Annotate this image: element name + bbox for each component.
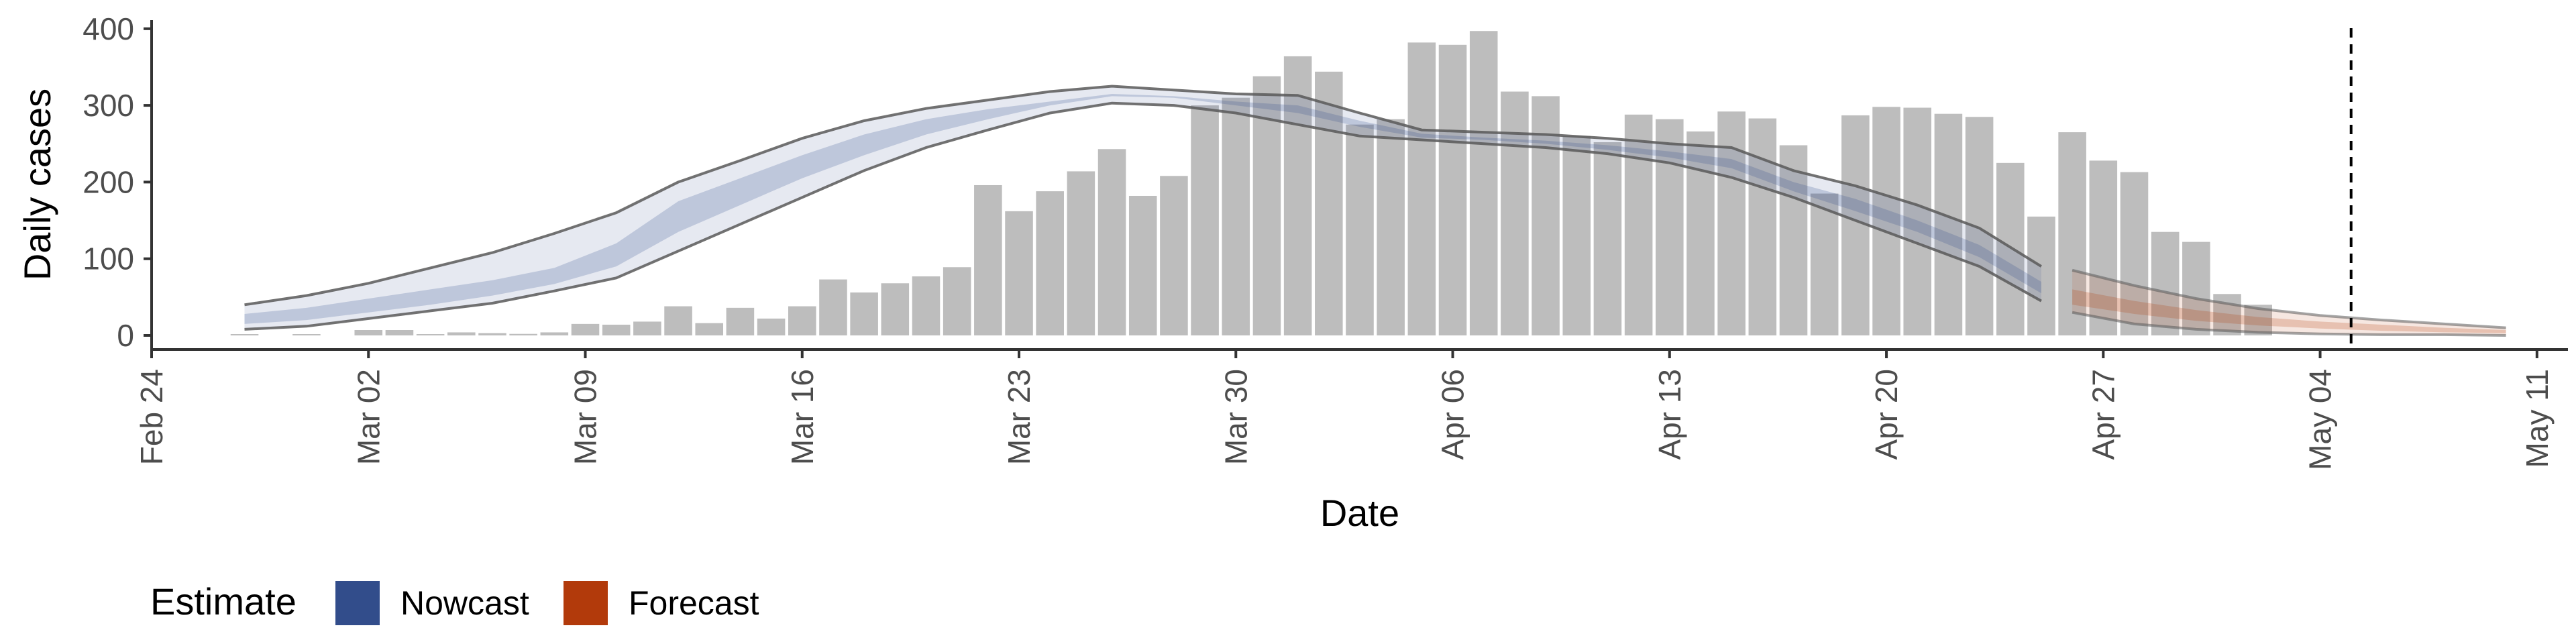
x-tick-label-feb-24: Feb 24 <box>134 369 169 465</box>
x-tick-label-apr-13: Apr 13 <box>1652 369 1687 460</box>
bar-2020-04-24 <box>1996 162 2025 335</box>
bar-2020-03-26 <box>1097 149 1126 335</box>
y-tick-label-300: 300 <box>83 88 134 123</box>
bar-2020-04-15 <box>1717 111 1746 335</box>
x-axis-title: Date <box>1320 492 1399 534</box>
bar-2020-03-05 <box>447 332 476 335</box>
bar-2020-04-12 <box>1624 114 1653 336</box>
band-90-nowcast <box>244 86 2041 329</box>
bar-2020-03-20 <box>912 276 941 335</box>
legend-swatch-nowcast <box>335 581 380 625</box>
band-lower-line-nowcast <box>244 101 2042 331</box>
bar-2020-04-22 <box>1934 113 1963 335</box>
x-tick-label-mar-02: Mar 02 <box>351 369 386 465</box>
bar-2020-04-29 <box>2151 231 2180 335</box>
legend-label-forecast: Forecast <box>629 584 759 622</box>
bar-2020-03-25 <box>1067 171 1095 335</box>
bar-2020-04-19 <box>1841 115 1870 336</box>
bar-2020-03-09 <box>571 323 600 335</box>
band-upper-line-forecast <box>2072 268 2506 329</box>
bar-2020-03-03 <box>385 329 414 335</box>
band-50-forecast <box>2072 289 2506 333</box>
bar-2020-03-19 <box>881 283 910 335</box>
bar-2020-03-22 <box>974 184 1002 335</box>
bar-2020-04-23 <box>1965 117 1994 335</box>
bar-2020-04-02 <box>1315 71 1343 336</box>
bar-2020-03-12 <box>664 306 692 335</box>
bar-2020-04-26 <box>2058 132 2086 336</box>
bar-2020-04-07 <box>1469 31 1498 335</box>
bar-2020-04-21 <box>1903 107 1932 336</box>
bar-2020-03-02 <box>354 329 383 335</box>
band-50-nowcast <box>244 94 2041 324</box>
x-tick-label-mar-23: Mar 23 <box>1002 369 1036 465</box>
bar-2020-04-05 <box>1407 42 1436 336</box>
bar-2020-03-08 <box>540 332 569 335</box>
y-axis-title: Daily cases <box>16 89 58 280</box>
bar-2020-04-04 <box>1377 119 1405 335</box>
bar-2020-04-11 <box>1593 142 1622 336</box>
bar-2020-04-20 <box>1872 107 1900 336</box>
bar-2020-04-25 <box>2027 216 2055 335</box>
band-upper-line-nowcast <box>244 85 2042 307</box>
bar-2020-04-06 <box>1438 44 1467 335</box>
bar-2020-03-21 <box>943 267 971 335</box>
bar-2020-04-10 <box>1562 136 1591 335</box>
x-tick-label-may-11: May 11 <box>2520 369 2555 468</box>
bar-2020-04-08 <box>1501 91 1529 335</box>
bar-2020-03-10 <box>602 324 631 335</box>
bar-2020-03-06 <box>478 333 506 335</box>
bar-2020-03-29 <box>1191 105 1219 335</box>
legend-label-nowcast: Nowcast <box>400 584 529 622</box>
y-tick-label-100: 100 <box>83 241 134 276</box>
x-ticks: Feb 24 Mar 02 Mar 09 Mar 16 Mar 23 Mar 30 Apr … <box>134 350 2555 470</box>
bar-2020-04-14 <box>1686 131 1715 335</box>
bar-2020-04-27 <box>2089 160 2118 335</box>
bar-2020-04-01 <box>1283 56 1312 335</box>
y-tick-label-0: 0 <box>117 318 134 353</box>
bar-2020-04-03 <box>1346 124 1374 336</box>
bar-2020-03-23 <box>1005 211 1033 335</box>
bar-2020-03-14 <box>726 307 755 335</box>
bar-2020-02-27 <box>230 334 259 335</box>
bar-2020-03-07 <box>509 333 537 335</box>
bar-2020-03-24 <box>1036 191 1064 335</box>
bar-2020-03-16 <box>788 306 816 335</box>
x-tick-label-apr-20: Apr 20 <box>1869 369 1904 460</box>
bar-2020-03-17 <box>819 279 847 335</box>
bar-2020-04-09 <box>1532 96 1560 335</box>
legend-swatch-forecast <box>564 581 608 625</box>
bars-layer <box>230 31 2272 336</box>
y-ticks: 0 100 200 300 400 <box>83 11 152 353</box>
x-tick-label-mar-30: Mar 30 <box>1218 369 1253 465</box>
bar-2020-03-18 <box>850 292 878 335</box>
bar-2020-03-27 <box>1128 195 1157 335</box>
bar-2020-04-13 <box>1656 119 1684 335</box>
bar-2020-03-15 <box>757 318 786 335</box>
bar-2020-03-28 <box>1160 176 1188 335</box>
legend: Estimate Nowcast Forecast <box>150 580 759 625</box>
bands-layer <box>244 85 2506 337</box>
bar-2020-03-30 <box>1222 97 1250 336</box>
x-tick-label-mar-16: Mar 16 <box>785 369 820 465</box>
bar-2020-02-29 <box>292 334 321 335</box>
x-tick-label-apr-06: Apr 06 <box>1436 369 1470 460</box>
legend-title: Estimate <box>150 580 297 623</box>
bar-2020-04-18 <box>1810 193 1839 335</box>
band-lower-line-forecast <box>2072 311 2506 337</box>
bar-2020-03-13 <box>695 323 724 335</box>
band-90-forecast <box>2072 270 2506 335</box>
x-tick-label-apr-27: Apr 27 <box>2086 369 2121 460</box>
bar-2020-04-16 <box>1748 118 1777 335</box>
x-tick-label-may-04: May 04 <box>2303 369 2338 470</box>
x-tick-label-mar-09: Mar 09 <box>568 369 603 465</box>
bar-2020-03-04 <box>416 334 445 335</box>
y-tick-label-400: 400 <box>83 11 134 46</box>
bar-2020-03-11 <box>633 321 661 335</box>
bar-2020-04-17 <box>1779 145 1808 335</box>
bar-2020-04-28 <box>2120 172 2149 335</box>
y-tick-label-200: 200 <box>83 164 134 199</box>
bar-2020-04-30 <box>2182 241 2210 335</box>
